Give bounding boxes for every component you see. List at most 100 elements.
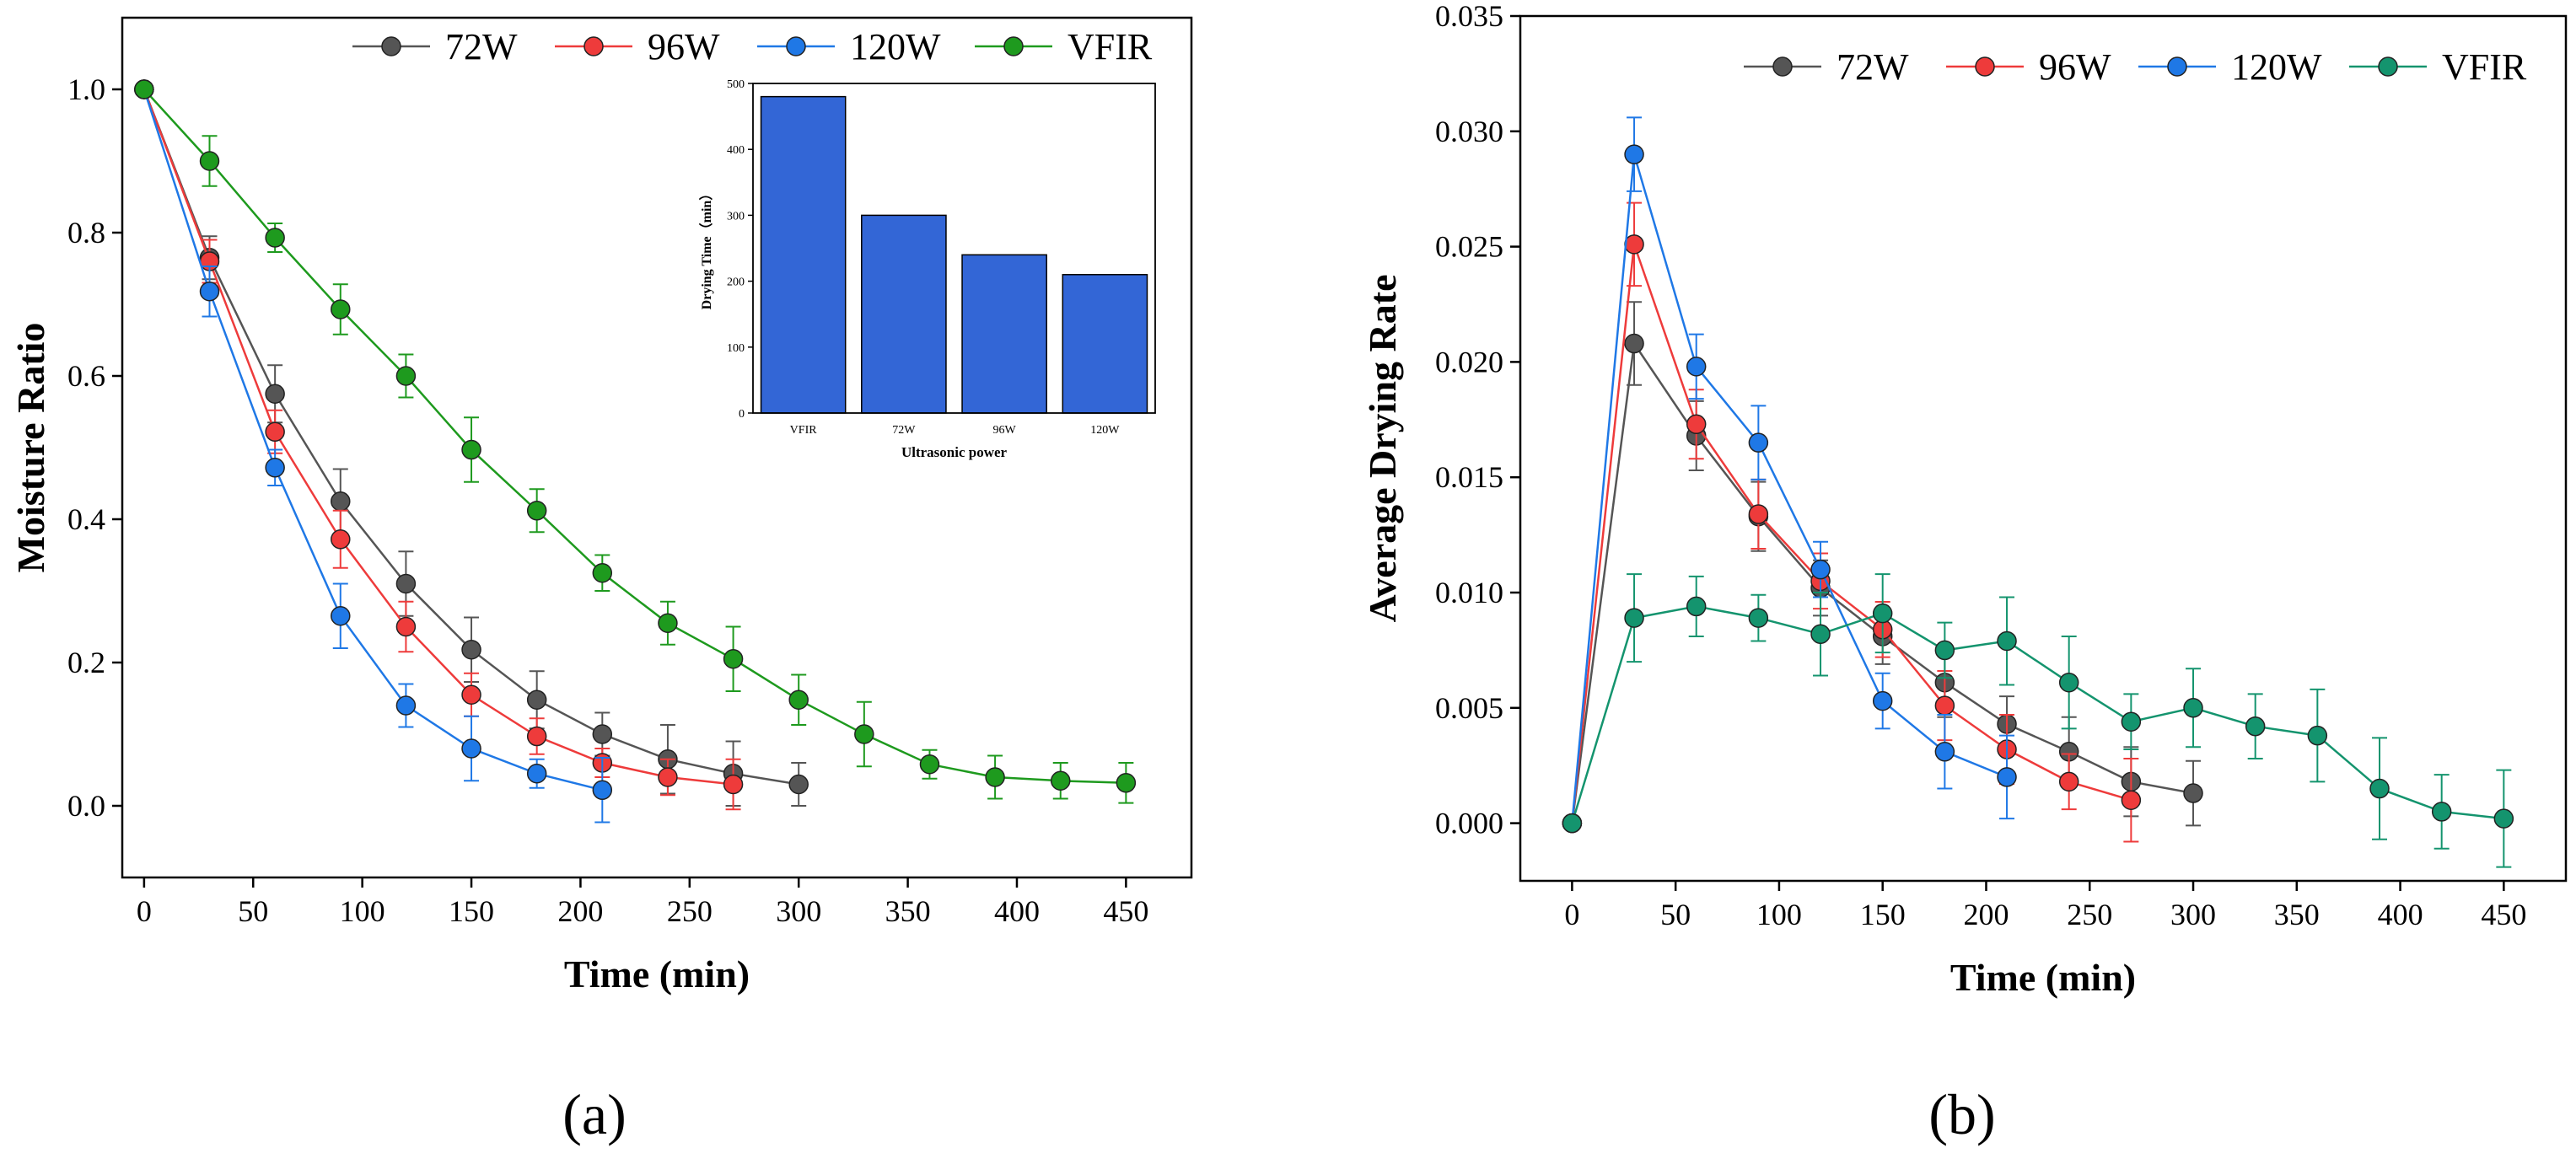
data-point xyxy=(592,724,613,744)
data-point xyxy=(461,439,481,460)
data-point xyxy=(1810,559,1831,580)
legend-label: 96W xyxy=(2039,46,2111,88)
x-axis-title: Ultrasonic power xyxy=(901,444,1008,460)
plot-frame xyxy=(121,16,1193,879)
x-tick-label: 400 xyxy=(994,894,1040,928)
data-point xyxy=(1050,770,1071,791)
data-point xyxy=(1624,608,1644,628)
series-96w xyxy=(134,79,744,811)
plot-frame xyxy=(1519,14,2568,883)
data-point xyxy=(2369,778,2390,799)
data-point xyxy=(395,366,417,386)
legend-marker xyxy=(1772,56,1793,77)
data-point xyxy=(1686,596,1707,617)
data-point xyxy=(2183,783,2203,803)
legend-label: VFIR xyxy=(1068,26,1153,67)
y-tick-label: 0.015 xyxy=(1435,460,1503,494)
y-tick-label: 0.2 xyxy=(67,646,105,679)
data-point xyxy=(265,384,285,404)
x-tick-label: 300 xyxy=(2170,898,2216,931)
data-point xyxy=(1872,603,1893,624)
x-tick-label: 0 xyxy=(1564,898,1579,931)
data-point xyxy=(592,563,613,583)
data-point xyxy=(1748,432,1769,453)
y-tick-label: 0.6 xyxy=(67,359,105,393)
data-point xyxy=(331,299,351,319)
data-point xyxy=(1624,234,1644,255)
data-point xyxy=(1686,414,1707,435)
x-tick-label: 96W xyxy=(993,424,1017,437)
data-point xyxy=(265,421,285,443)
data-point xyxy=(2245,716,2266,737)
data-point xyxy=(395,695,417,716)
y-tick-label: 100 xyxy=(727,342,745,355)
data-point xyxy=(1934,695,1955,716)
data-point xyxy=(1116,773,1137,793)
data-point xyxy=(265,458,285,478)
x-tick-label: 250 xyxy=(2067,898,2112,931)
legend-marker xyxy=(381,36,401,56)
data-point xyxy=(1686,357,1707,377)
x-tick-label: 150 xyxy=(1860,898,1906,931)
y-axis-title: Moisture Ratio xyxy=(9,323,52,573)
data-point xyxy=(526,726,547,747)
series-line xyxy=(1571,244,2132,824)
data-point xyxy=(658,767,678,787)
data-point xyxy=(2307,725,2328,746)
x-tick-label: 450 xyxy=(1103,894,1148,928)
data-point xyxy=(265,228,285,248)
data-point xyxy=(395,616,417,637)
data-point xyxy=(854,724,874,744)
y-tick-label: 0.8 xyxy=(67,216,105,250)
x-tick-label: 300 xyxy=(776,894,821,928)
bar-120w xyxy=(1062,274,1148,414)
data-point xyxy=(331,491,351,512)
data-point xyxy=(526,689,547,710)
data-point xyxy=(1934,742,1955,762)
x-tick-label: 100 xyxy=(340,894,385,928)
data-point xyxy=(2493,808,2514,829)
legend-label: 72W xyxy=(1837,46,1909,88)
legend-marker xyxy=(2167,56,2187,77)
x-axis-title: Time (min) xyxy=(564,952,750,995)
y-tick-label: 200 xyxy=(727,276,745,289)
x-tick-label: 150 xyxy=(449,894,494,928)
data-point xyxy=(461,684,481,705)
legend-label: VFIR xyxy=(2442,46,2527,88)
bar-96w xyxy=(961,254,1047,414)
legend-marker xyxy=(1003,36,1024,56)
x-tick-label: 250 xyxy=(667,894,713,928)
x-tick-label: 0 xyxy=(137,894,152,928)
data-point xyxy=(526,501,547,521)
y-axis-title: Average Drying Rate xyxy=(1361,274,1404,622)
data-point xyxy=(723,649,744,669)
series-line xyxy=(1571,153,2008,824)
data-point xyxy=(1624,333,1644,354)
x-tick-label: 50 xyxy=(1660,898,1691,931)
data-point xyxy=(788,774,809,795)
series-120w xyxy=(1562,116,2017,834)
x-tick-label: 120W xyxy=(1090,424,1120,437)
legend-marker xyxy=(583,36,604,56)
x-axis-title: Time (min) xyxy=(1950,956,2136,999)
legend-marker xyxy=(2378,56,2398,77)
series-line xyxy=(1571,605,2504,824)
legend-label: 120W xyxy=(850,26,941,67)
data-point xyxy=(1810,624,1831,644)
y-axis-title: Drying Time（min） xyxy=(699,187,714,310)
data-point xyxy=(2183,698,2203,718)
data-point xyxy=(199,281,220,302)
data-point xyxy=(461,738,481,759)
legend-label: 72W xyxy=(445,26,518,67)
y-tick-label: 0.035 xyxy=(1435,0,1503,33)
y-tick-label: 0.025 xyxy=(1435,230,1503,264)
data-point xyxy=(2058,672,2079,693)
x-tick-label: 72W xyxy=(892,424,916,437)
x-tick-label: 50 xyxy=(238,894,268,928)
y-tick-label: 1.0 xyxy=(67,72,105,106)
data-point xyxy=(2121,711,2142,732)
data-point xyxy=(1562,813,1583,834)
legend-marker xyxy=(786,36,806,56)
y-tick-label: 0.005 xyxy=(1435,691,1503,725)
panel-a-inset-bar-chart: VFIR 72W 96W 120W 0 100 200 300 400 500 Ultrasonic… xyxy=(699,78,1156,460)
